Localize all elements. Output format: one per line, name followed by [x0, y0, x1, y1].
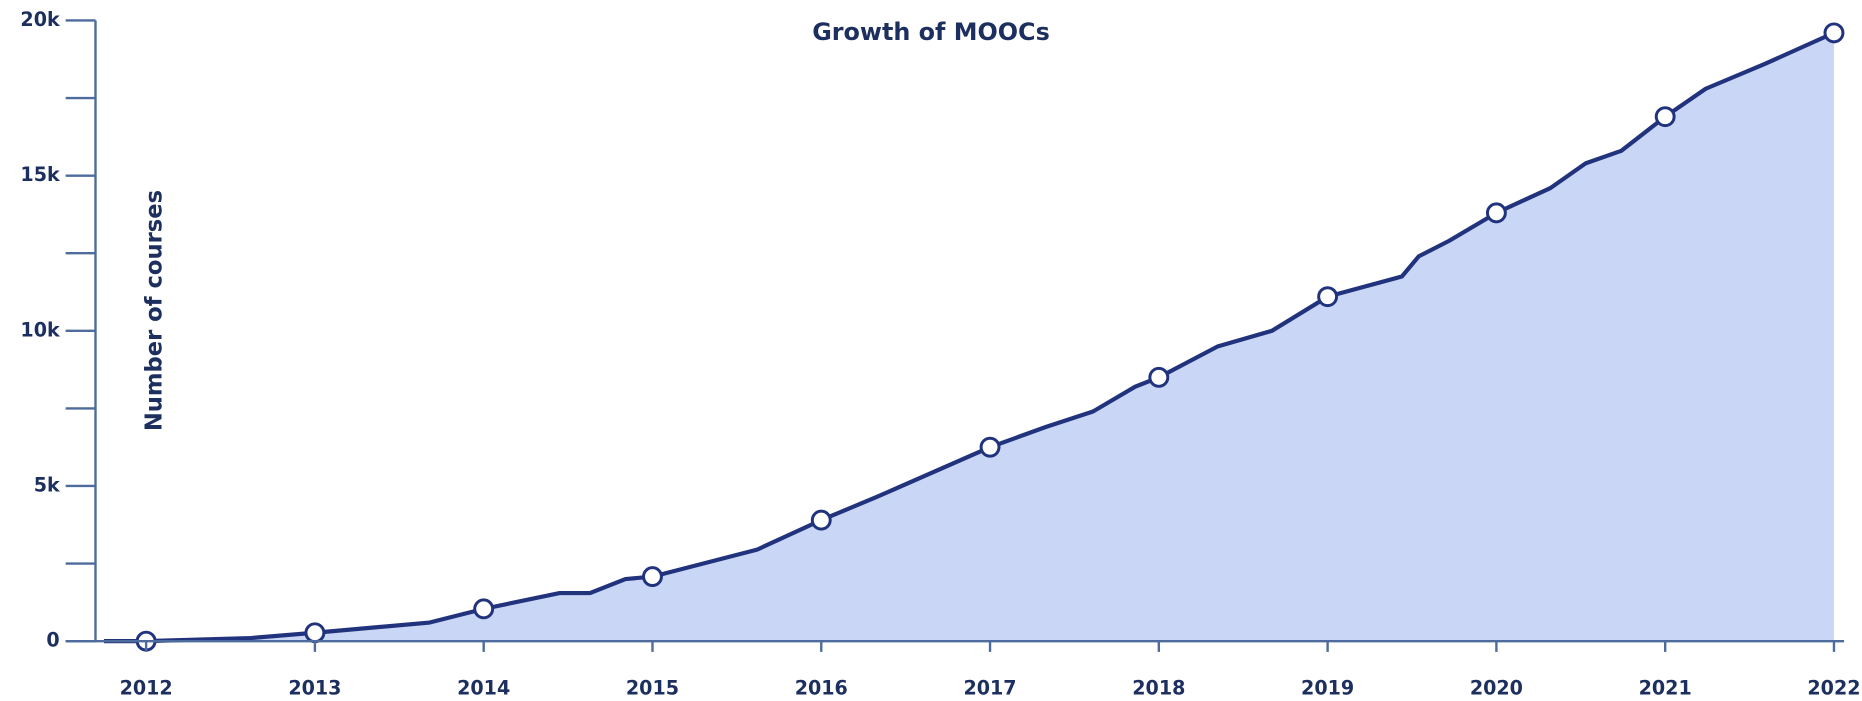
x-tick-label: 2014	[457, 676, 510, 699]
x-tick-label: 2015	[626, 676, 679, 699]
x-tick-label: 2022	[1807, 676, 1860, 699]
chart-title: Growth of MOOCs	[812, 18, 1050, 46]
point-marker	[979, 436, 1001, 458]
x-tick-label: 2021	[1639, 676, 1692, 699]
x-tick-label: 2013	[288, 676, 341, 699]
y-tick-label: 20k	[20, 8, 61, 31]
point-marker	[1148, 366, 1170, 388]
y-tick-label: 0	[46, 629, 59, 652]
point-marker	[473, 598, 495, 620]
y-tick-label: 5k	[34, 473, 61, 496]
point-marker	[1485, 202, 1507, 224]
area-fill	[103, 32, 1834, 642]
point-marker	[1823, 22, 1845, 44]
point-marker	[642, 566, 663, 588]
x-tick-label: 2020	[1470, 676, 1523, 699]
y-tick-label: 10k	[20, 318, 61, 341]
y-tick-label: 15k	[20, 163, 61, 186]
point-marker	[810, 509, 832, 531]
point-marker	[1654, 106, 1676, 128]
x-tick-label: 2012	[120, 676, 173, 699]
y-axis-label: Number of courses	[142, 190, 168, 431]
area-line	[103, 30, 1835, 644]
point-marker	[304, 622, 326, 644]
x-tick-label: 2016	[795, 676, 848, 699]
x-tick-label: 2018	[1132, 676, 1185, 699]
x-tick-label: 2019	[1301, 676, 1354, 699]
x-tick-label: 2017	[963, 676, 1016, 699]
point-marker	[1317, 286, 1339, 308]
